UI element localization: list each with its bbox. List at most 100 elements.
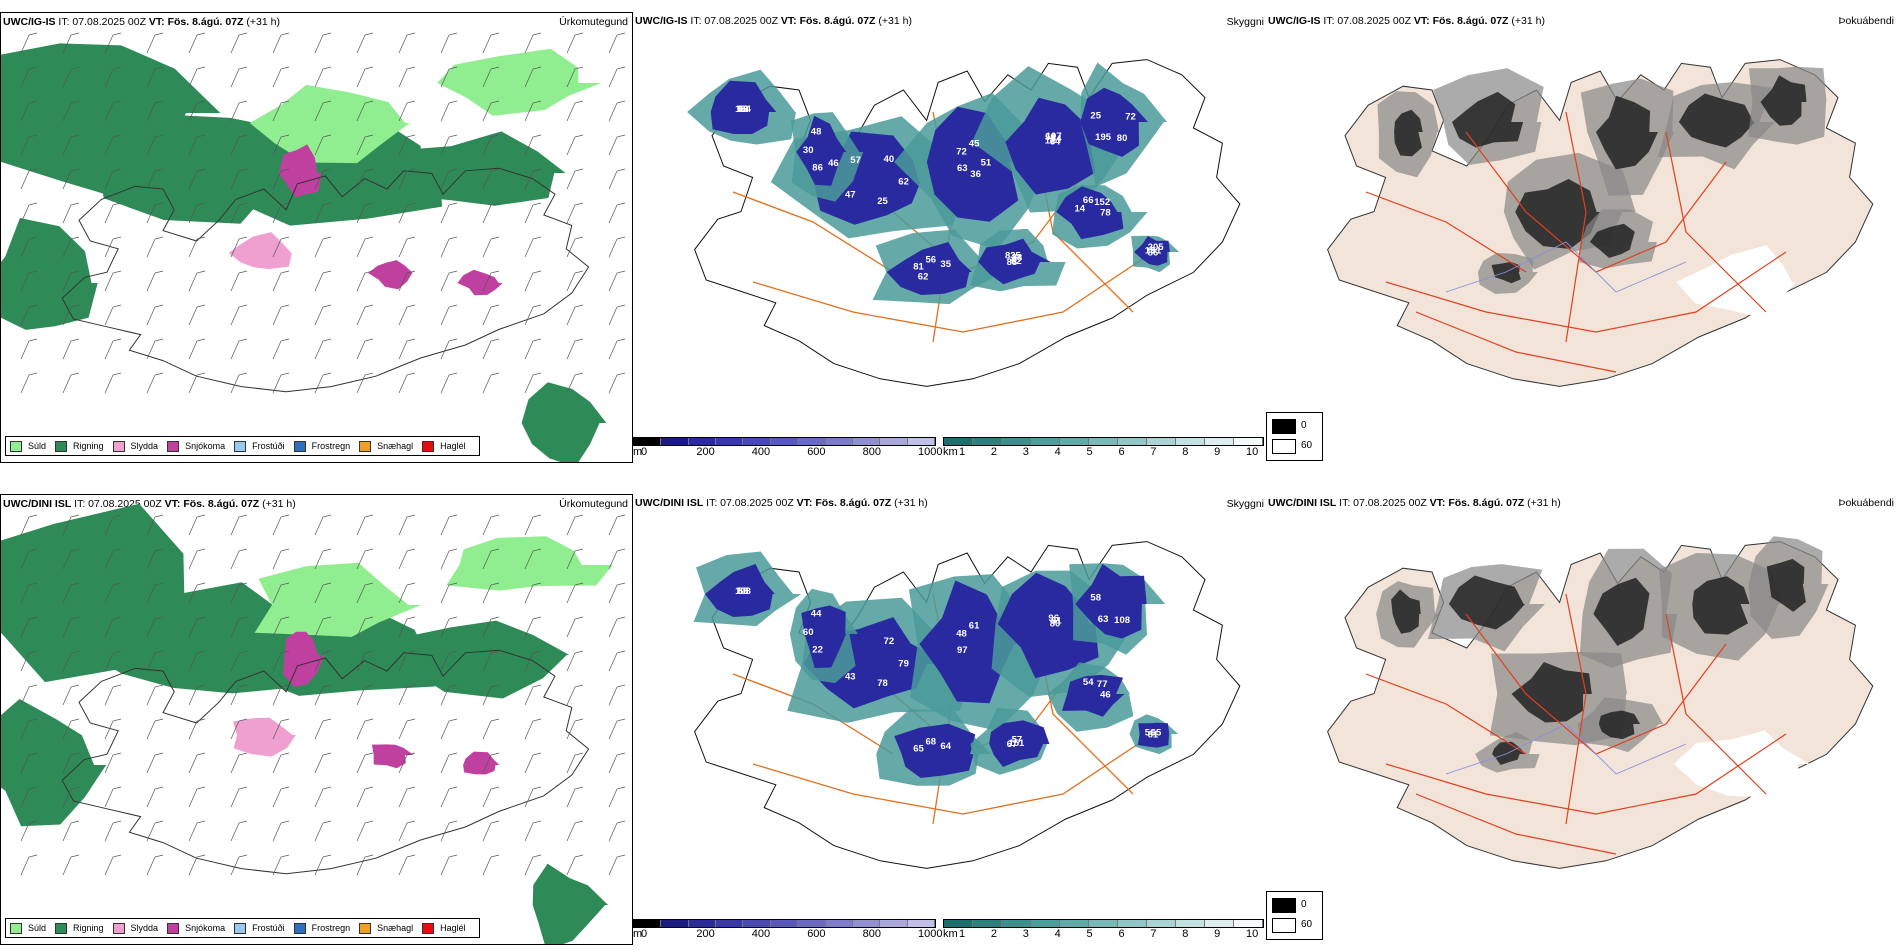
legend-label: Slydda [130,441,159,451]
wind-barb [104,372,122,394]
wind-barb [146,338,164,360]
cloud-base-label: 45 [969,139,980,150]
wind-barb [62,582,80,604]
colorbar-cell [1176,438,1205,445]
wind-barb [272,514,290,536]
colorbar-tick: 9 [1214,928,1221,940]
panel-name: Þokuábendi [1838,15,1894,27]
wind-barb [272,202,290,224]
colorbar-cell [825,438,853,445]
wind-barb [566,304,584,326]
cloud-base-label: 30 [803,145,814,156]
precip-area [233,717,296,757]
wind-barb [440,372,458,394]
wind-barb [566,32,584,54]
wind-barb [314,270,332,292]
cloud-base-area [1134,236,1170,266]
wind-barb [146,650,164,672]
wind-barb [524,854,542,876]
cloud-base-area [705,564,775,617]
fog-core [1394,109,1423,157]
wind-barb [356,582,374,604]
colorbar-tick: 8 [1182,928,1189,940]
wind-barb [524,134,542,156]
legend-label: Rigning [73,441,104,451]
wind-barb [482,134,500,156]
wind-barb [524,66,542,88]
cloud-base-label: 57 [1012,735,1023,746]
wind-barb [482,270,500,292]
wind-barb [230,514,248,536]
colorbar-cell [661,920,689,927]
legend-label: Haglél [440,441,466,451]
wind-barb [230,752,248,774]
wind-barb [62,548,80,570]
precip-area [521,382,607,462]
wind-barb [566,514,584,536]
colorbar-tick: 10 [1246,928,1259,940]
cloud-base-label: 86 [812,163,823,174]
colorbar-cell [1205,438,1234,445]
wind-barb [146,786,164,808]
wind-barb [272,134,290,156]
wind-barb [482,820,500,842]
wind-barb [20,270,38,292]
wind-barb [188,66,206,88]
legend-item: Snjókoma [167,440,225,452]
colorbar-tick: 8 [1182,446,1189,458]
wind-barb [314,854,332,876]
precip-area [371,744,414,769]
wind-barb [608,582,626,604]
wind-barb [524,236,542,258]
wind-barb [524,304,542,326]
wind-barb [356,514,374,536]
wind-barb [608,236,626,258]
wind-barb [482,616,500,638]
colorbar-cell [798,920,826,927]
road [1565,593,1587,825]
wind-barb [566,202,584,224]
cloud-base-label: 63 [738,104,749,115]
panel-title: UWC/DINI ISL IT: 07.08.2025 00Z VT: Fös.… [635,497,928,509]
wind-barb [272,372,290,394]
precip-area [224,116,443,226]
cloud-base-label: 81 [913,261,924,272]
wind-barb [20,514,38,536]
wind-barb [524,820,542,842]
wind-barb [398,304,416,326]
colorbar-unit: km [943,928,958,940]
wind-barb [356,100,374,122]
road [1415,311,1617,373]
colorbar-cell [944,920,973,927]
wind-barb [482,684,500,706]
colorbar-cell [1118,920,1147,927]
legend-item: Rigning [55,440,104,452]
wind-barb [20,338,38,360]
wind-barb [272,616,290,638]
colorbar-cell [973,920,1002,927]
colorbar-cell [634,920,662,927]
wind-barb [482,854,500,876]
wind-barb [188,100,206,122]
wind-barb [524,372,542,394]
cloud-base-label: 56 [1045,132,1056,143]
precip-area [457,269,503,296]
colorbar-cell [1205,920,1234,927]
wind-barb [62,854,80,876]
wind-barb [188,134,206,156]
wind-barb [146,616,164,638]
wind-barb [20,820,38,842]
panel-name: Úrkomutegund [559,16,628,28]
wind-barb [398,854,416,876]
colorbar-cell [1031,438,1060,445]
wind-barb [356,684,374,706]
road [1665,613,1767,795]
wind-barb [20,854,38,876]
cloud-base-label: 63 [957,163,968,174]
precip-area [1,503,222,683]
colorbar-cell [1060,438,1089,445]
wind-barb [608,616,626,638]
wind-barb [524,718,542,740]
colorbar-cell [1234,438,1263,445]
